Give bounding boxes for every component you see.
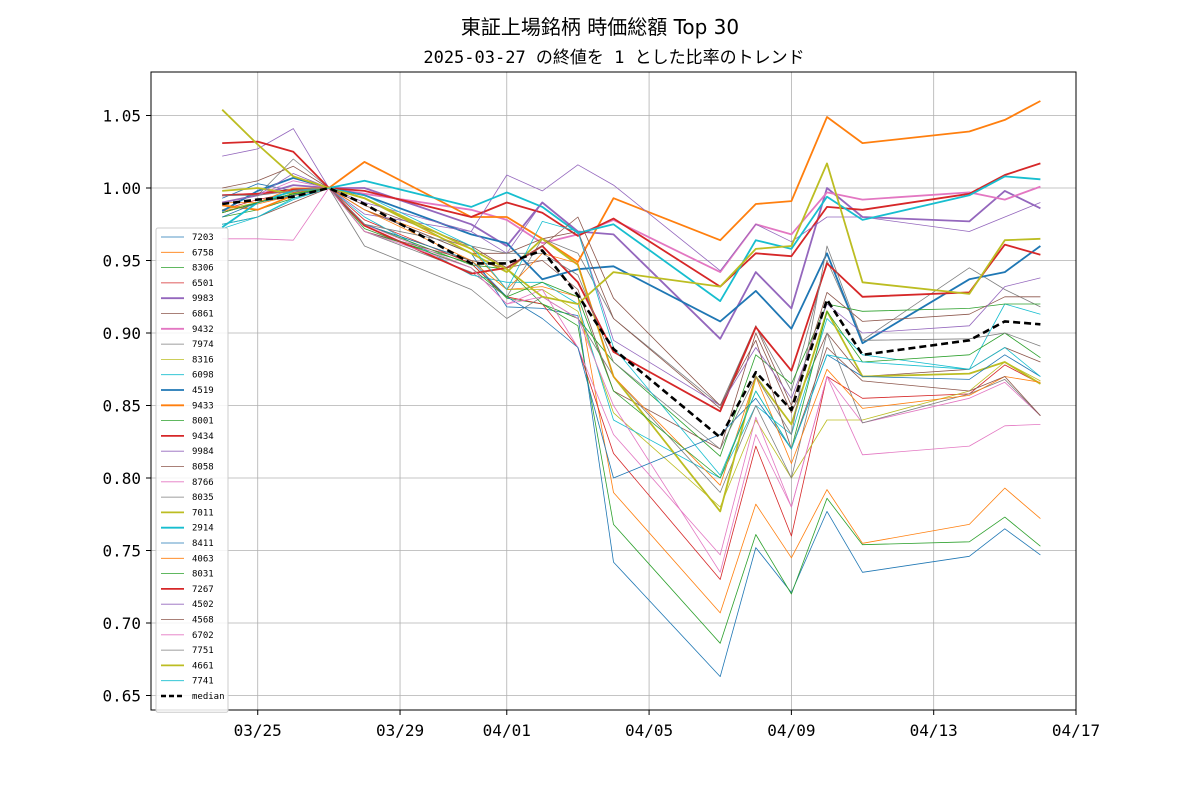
series-lines xyxy=(221,100,1041,677)
legend-label: 4661 xyxy=(192,661,214,671)
x-tick-label: 04/13 xyxy=(910,721,958,740)
legend-label: 9433 xyxy=(192,401,214,411)
y-tick-label: 0.80 xyxy=(102,469,141,488)
legend-label: 7751 xyxy=(192,646,214,656)
x-tick-label: 04/09 xyxy=(767,721,815,740)
chart-subtitle: 2025-03-27 の終値を 1 とした比率のトレンド xyxy=(423,48,804,68)
legend-label: 6501 xyxy=(192,279,214,289)
legend-label: 8306 xyxy=(192,264,214,274)
legend-label: median xyxy=(192,692,225,702)
legend-label: 7203 xyxy=(192,233,214,243)
x-tick-label: 03/29 xyxy=(376,721,424,740)
x-tick-label: 04/17 xyxy=(1052,721,1100,740)
legend-label: 9432 xyxy=(192,325,214,335)
legend-box xyxy=(155,227,229,713)
series-line-6702 xyxy=(222,187,1041,573)
legend-label: 6702 xyxy=(192,631,214,641)
y-tick-label: 0.90 xyxy=(102,324,141,343)
legend-label: 7741 xyxy=(192,677,214,687)
legend-label: 4568 xyxy=(192,616,214,626)
series-line-7267 xyxy=(222,140,1041,413)
x-tick-label: 04/01 xyxy=(483,721,531,740)
legend-label: 6758 xyxy=(192,248,214,258)
y-tick-label: 1.05 xyxy=(102,107,141,126)
legend-label: 8001 xyxy=(192,417,214,427)
axis-ticks: 03/25 03/29 04/01 04/05 04/09 04/13 04/17 0.65 0… xyxy=(102,107,1100,741)
legend-label: 6098 xyxy=(192,371,214,381)
legend-label: 9434 xyxy=(192,432,214,442)
legend-label: 4519 xyxy=(192,386,214,396)
legend: 7203 6758 8306 6501 9983 6861 9432 7974 8316 6098… xyxy=(155,227,229,713)
legend-label: 9984 xyxy=(192,447,214,457)
legend-label: 8031 xyxy=(192,570,214,580)
legend-label: 7974 xyxy=(192,340,214,350)
y-tick-label: 0.65 xyxy=(102,687,141,706)
legend-label: 7267 xyxy=(192,585,214,595)
legend-label: 2914 xyxy=(192,524,214,534)
legend-label: 8058 xyxy=(192,463,214,473)
y-tick-label: 0.85 xyxy=(102,397,141,416)
legend-label: 8035 xyxy=(192,493,214,503)
x-tick-label: 03/25 xyxy=(234,721,282,740)
series-line-4661 xyxy=(221,109,1041,305)
legend-label: 6861 xyxy=(192,310,214,320)
legend-label: 8316 xyxy=(192,355,214,365)
legend-label: 9983 xyxy=(192,294,214,304)
legend-label: 8766 xyxy=(192,478,214,488)
series-line-median xyxy=(222,186,1041,439)
legend-label: 8411 xyxy=(192,539,214,549)
legend-label: 4063 xyxy=(192,554,214,564)
plot-frame xyxy=(150,71,1077,711)
chart-title: 東証上場銘柄 時価総額 Top 30 xyxy=(461,15,739,39)
y-tick-label: 1.00 xyxy=(102,179,141,198)
y-tick-label: 0.70 xyxy=(102,614,141,633)
legend-label: 7011 xyxy=(192,508,214,518)
series-line-9984 xyxy=(222,128,1041,272)
legend-label: 4502 xyxy=(192,600,214,610)
series-line-8058 xyxy=(222,165,1041,409)
y-tick-label: 0.75 xyxy=(102,542,141,561)
y-tick-label: 0.95 xyxy=(102,252,141,271)
x-tick-label: 04/05 xyxy=(625,721,673,740)
